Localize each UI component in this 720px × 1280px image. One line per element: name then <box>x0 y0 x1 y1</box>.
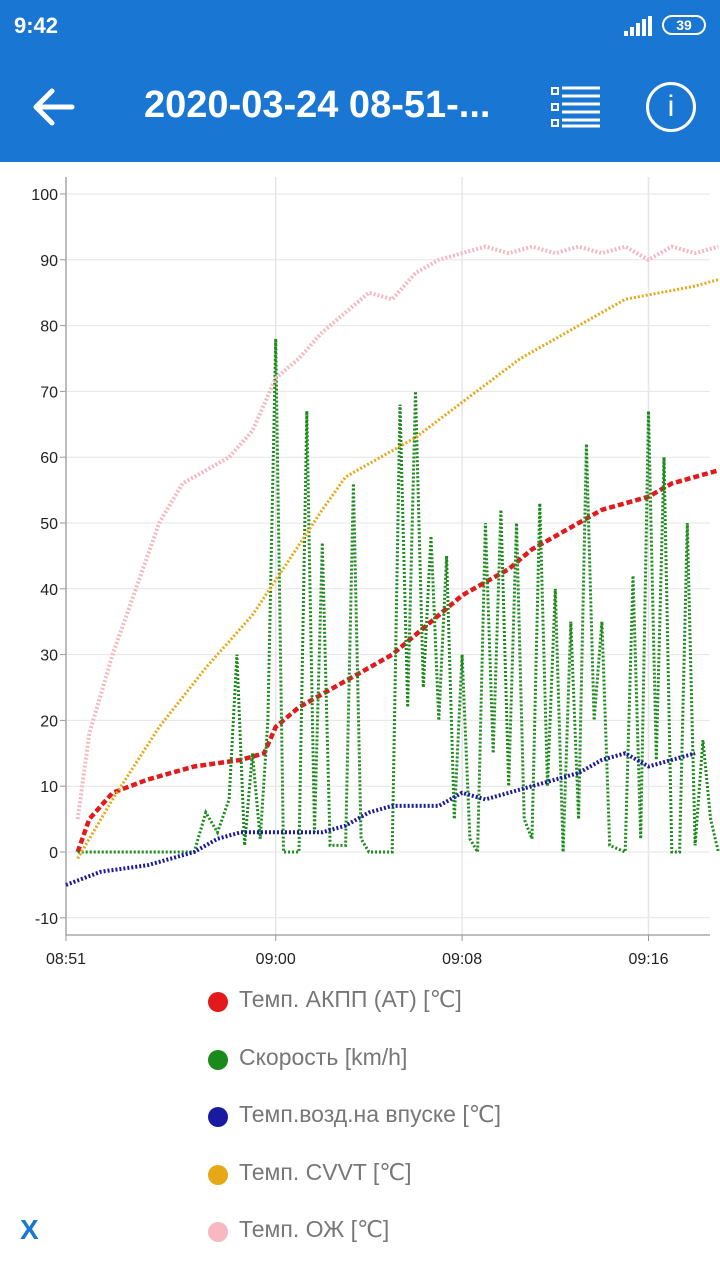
y-tick-label: -10 <box>35 911 58 928</box>
y-tick-label: 30 <box>40 648 58 665</box>
y-tick-label: 90 <box>40 253 58 270</box>
y-tick-label: 10 <box>40 779 58 796</box>
x-tick-label: 09:08 <box>442 951 482 968</box>
y-tick-label: 40 <box>40 582 58 599</box>
legend-label: Скорость [km/h] <box>239 1043 408 1070</box>
legend-color-icon <box>208 1049 228 1070</box>
x-tick-label: 09:16 <box>628 951 668 968</box>
page-title: 2020-03-24 08-51-... <box>144 84 491 126</box>
list-button[interactable] <box>550 86 602 128</box>
legend-label: Темп. АКПП (AT) [℃] <box>239 986 462 1012</box>
status-bar: 9:42 39 <box>0 0 720 52</box>
series-line-2 <box>77 338 720 858</box>
info-button[interactable]: i <box>646 82 696 132</box>
y-tick-label: 20 <box>40 713 58 730</box>
legend-label: Темп. ОЖ [℃] <box>239 1216 390 1242</box>
legend-color-icon <box>208 1107 228 1127</box>
back-button[interactable] <box>28 84 80 130</box>
list-icon <box>551 86 600 128</box>
y-tick-label: 60 <box>40 450 58 467</box>
y-tick-label: 80 <box>40 319 58 336</box>
signal-icon <box>624 16 652 36</box>
app-bar: 2020-03-24 08-51-... i <box>0 52 720 162</box>
legend-label: Темп.возд.на впуске [℃] <box>239 1101 501 1127</box>
x-tick-label: 09:00 <box>256 951 296 968</box>
legend-color-icon <box>208 1222 228 1242</box>
battery-icon: 39 <box>662 15 706 35</box>
x-tick-label: 08:51 <box>46 951 86 968</box>
close-button[interactable]: X <box>20 1214 39 1245</box>
y-tick-label: 50 <box>40 516 58 533</box>
legend-label: Темп. CVVT [℃] <box>239 1158 412 1185</box>
y-tick-label: 70 <box>40 384 58 401</box>
status-time: 9:42 <box>14 13 59 38</box>
info-icon: i <box>667 90 675 123</box>
legend-color-icon <box>208 1164 228 1185</box>
legend-color-icon <box>208 992 228 1012</box>
back-arrow-icon <box>33 88 75 126</box>
y-tick-label: 0 <box>49 845 58 862</box>
series-line-3 <box>65 751 696 887</box>
y-tick-label: 100 <box>31 187 58 204</box>
series-line-1 <box>75 468 720 853</box>
